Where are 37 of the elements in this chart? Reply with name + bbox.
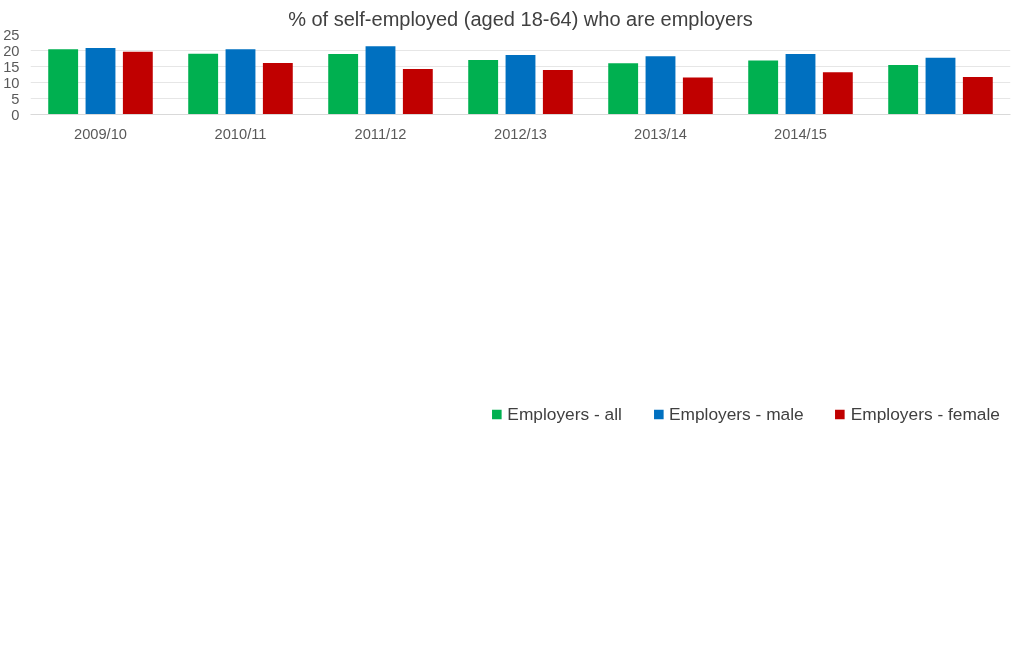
x-tick-label: 2013/14 (634, 125, 687, 142)
y-tick-label: 15 (3, 58, 20, 75)
bar (365, 46, 396, 115)
legend-label: Employers - female (850, 403, 1000, 425)
bar (48, 49, 79, 115)
bar (402, 69, 433, 115)
bar (468, 60, 499, 115)
bar (888, 64, 919, 115)
x-tick-label: 2011/12 (354, 125, 407, 142)
y-tick-label: 10 (3, 74, 20, 91)
x-tick-label: 2009/10 (74, 125, 127, 142)
x-tick-label: 2014/15 (774, 125, 827, 142)
bar (962, 77, 993, 115)
bar (328, 54, 359, 115)
legend-label: Employers - male (668, 403, 804, 425)
bar (85, 47, 116, 115)
bar (682, 77, 713, 115)
bar (188, 53, 219, 115)
bar (542, 70, 573, 115)
chart-title: % of self-employed (aged 18-64) who are employers (288, 7, 753, 30)
bar (122, 51, 153, 115)
bar (645, 56, 676, 115)
legend-label: Employers - all (507, 403, 622, 425)
y-tick-label: 25 (3, 26, 20, 43)
y-tick-label: 5 (11, 90, 20, 107)
bar (785, 54, 816, 115)
bar (608, 63, 639, 115)
x-tick-label: 2012/13 (494, 125, 547, 142)
bar (822, 72, 853, 115)
bar (505, 54, 536, 115)
bar (748, 60, 779, 115)
y-tick-label: 0 (11, 106, 20, 123)
bar (925, 57, 956, 115)
y-tick-label: 20 (3, 42, 20, 59)
x-tick-label: 2010/11 (214, 125, 267, 142)
bar (225, 49, 256, 115)
bar (262, 62, 293, 115)
